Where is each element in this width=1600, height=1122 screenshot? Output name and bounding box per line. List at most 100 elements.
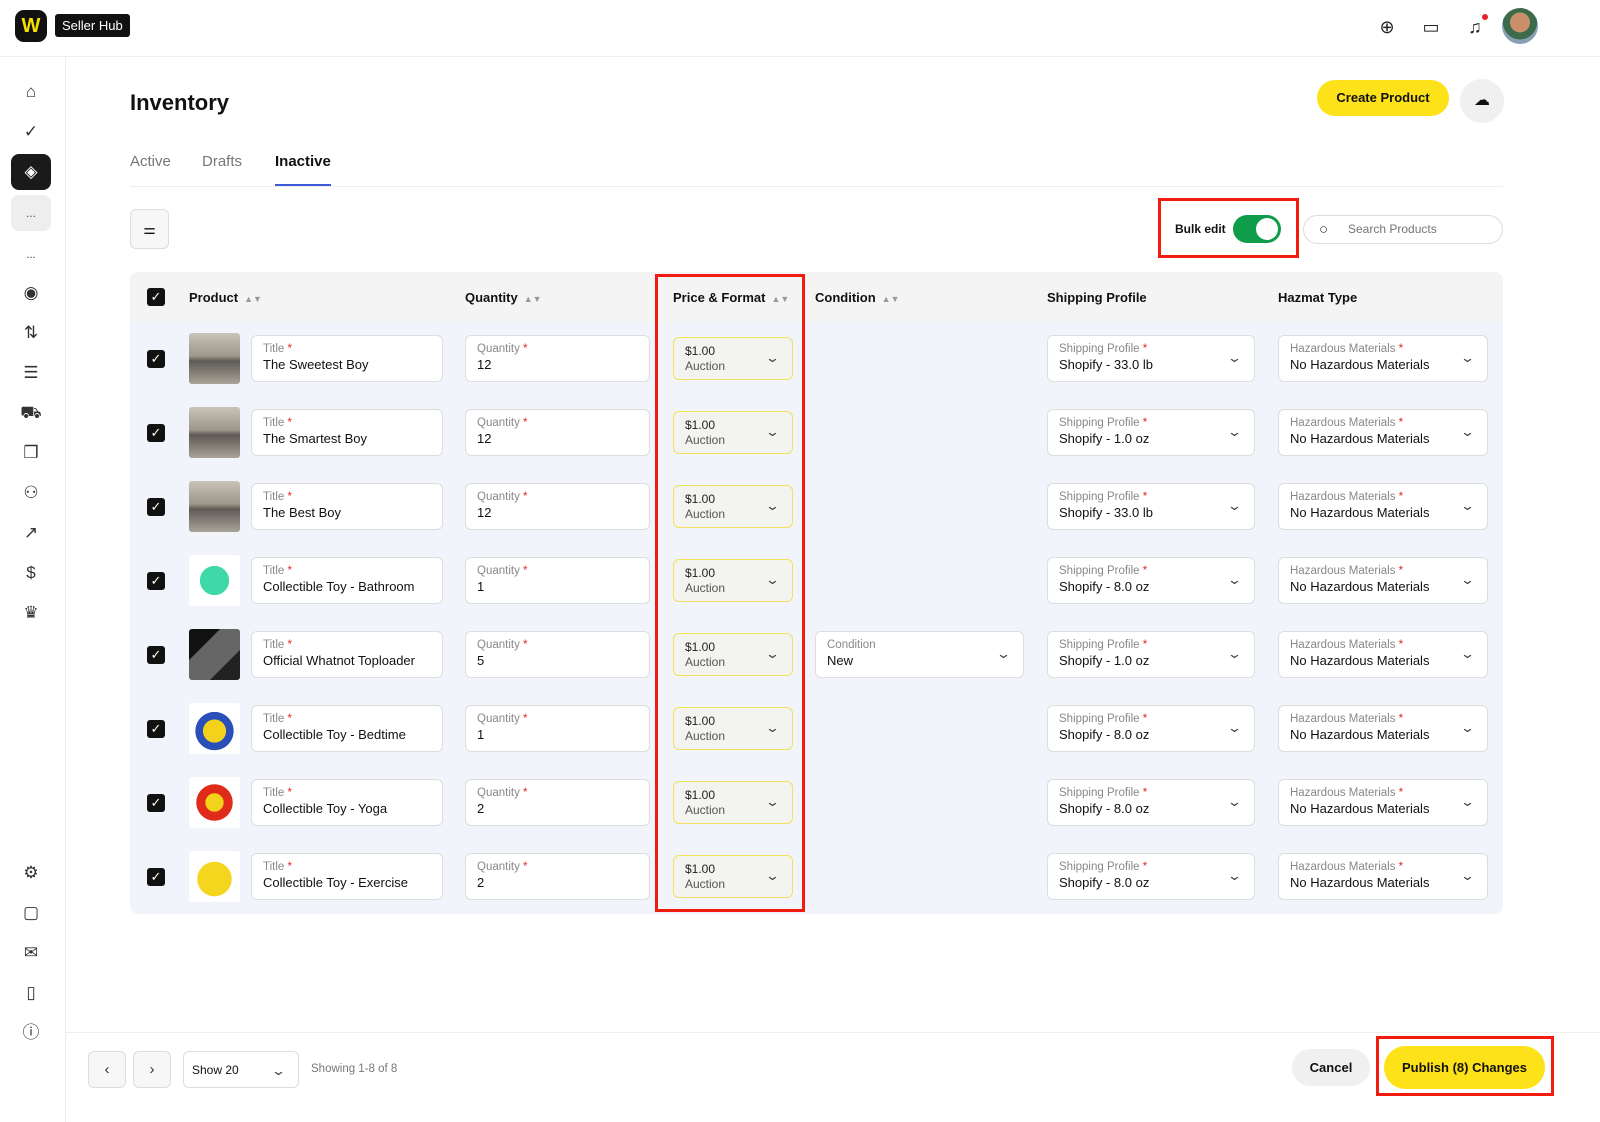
tab-active[interactable]: Active — [130, 153, 171, 170]
quantity-input[interactable]: Quantity * 1 — [465, 557, 650, 604]
quantity-input[interactable]: Quantity * 2 — [465, 853, 650, 900]
users-icon[interactable]: ⚇ — [23, 483, 39, 502]
quantity-input[interactable]: Quantity * 12 — [465, 409, 650, 456]
message-icon[interactable]: ▭ — [1422, 17, 1440, 37]
price-format-select[interactable]: $1.00 Auction ⌄ — [673, 559, 793, 602]
chevron-down-icon: ⌄ — [1226, 646, 1243, 661]
prev-page-button[interactable]: ‹ — [88, 1051, 126, 1088]
table-row: ✓ Title * Collectible Toy - Bedtime Quant… — [130, 692, 1503, 766]
search-box[interactable]: ○ — [1303, 215, 1503, 244]
price-format-select[interactable]: $1.00 Auction ⌄ — [673, 485, 793, 528]
hazmat-select[interactable]: Hazardous Materials * No Hazardous Materi… — [1278, 335, 1488, 382]
quantity-input[interactable]: Quantity * 12 — [465, 483, 650, 530]
filter-sliders-icon[interactable]: ⚌ — [130, 209, 169, 249]
price-format-select[interactable]: $1.00 Auction ⌄ — [673, 633, 793, 676]
truck-icon[interactable]: ⛟ — [20, 403, 42, 422]
price-format-select[interactable]: $1.00 Auction ⌄ — [673, 855, 793, 898]
bell-icon[interactable]: ♫ — [1468, 17, 1482, 37]
avatar[interactable] — [1502, 8, 1538, 44]
shipping-profile-select[interactable]: Shipping Profile * Shopify - 8.0 oz ⌄ — [1047, 705, 1255, 752]
condition-select[interactable]: Condition New ⌄ — [815, 631, 1024, 678]
header-quantity[interactable]: Quantity ▲▼ — [465, 290, 542, 305]
more-icon[interactable]: ... — [11, 195, 51, 231]
row-checkbox[interactable]: ✓ — [147, 572, 165, 590]
bulk-edit-toggle[interactable] — [1233, 215, 1281, 243]
shipping-profile-select[interactable]: Shipping Profile * Shopify - 1.0 oz ⌄ — [1047, 409, 1255, 456]
gear-icon[interactable]: ⚙ — [23, 863, 39, 882]
table-row: ✓ Title * The Smartest Boy Quantity * 12 $… — [130, 396, 1503, 470]
sort-icon: ▲▼ — [881, 294, 900, 304]
title-input[interactable]: Title * Collectible Toy - Bathroom — [251, 557, 443, 604]
header-product[interactable]: Product ▲▼ — [189, 290, 262, 305]
price-format-select[interactable]: $1.00 Auction ⌄ — [673, 781, 793, 824]
chat-icon[interactable]: ▢ — [22, 903, 40, 922]
arrows-icon[interactable]: ⇅ — [23, 323, 39, 342]
row-checkbox[interactable]: ✓ — [147, 794, 165, 812]
product-thumbnail — [189, 555, 240, 606]
cancel-button[interactable]: Cancel — [1292, 1049, 1370, 1086]
title-input[interactable]: Title * Collectible Toy - Exercise — [251, 853, 443, 900]
hazmat-select[interactable]: Hazardous Materials * No Hazardous Materi… — [1278, 483, 1488, 530]
header-condition[interactable]: Condition ▲▼ — [815, 290, 900, 305]
dots-icon[interactable]: ... — [26, 249, 36, 261]
quantity-input[interactable]: Quantity * 5 — [465, 631, 650, 678]
home-icon[interactable]: ⌂ — [25, 82, 37, 101]
hazmat-select[interactable]: Hazardous Materials * No Hazardous Materi… — [1278, 705, 1488, 752]
shipping-profile-select[interactable]: Shipping Profile * Shopify - 8.0 oz ⌄ — [1047, 557, 1255, 604]
plus-circle-icon[interactable]: ⊕ — [1379, 17, 1395, 37]
upload-cloud-icon[interactable]: ☁ — [1460, 79, 1504, 123]
page-size-select[interactable]: Show 20 ⌄ — [183, 1051, 299, 1088]
row-checkbox[interactable]: ✓ — [147, 350, 165, 368]
hazmat-select[interactable]: Hazardous Materials * No Hazardous Materi… — [1278, 557, 1488, 604]
info-icon[interactable]: ⓘ — [22, 1023, 40, 1042]
receipt-icon[interactable]: ☰ — [23, 363, 39, 382]
select-all-checkbox[interactable]: ✓ — [147, 288, 165, 306]
quantity-input[interactable]: Quantity * 2 — [465, 779, 650, 826]
chart-icon[interactable]: ↗ — [23, 523, 39, 542]
shield-check-icon[interactable]: ✓ — [23, 122, 39, 141]
shipping-profile-select[interactable]: Shipping Profile * Shopify - 1.0 oz ⌄ — [1047, 631, 1255, 678]
tab-drafts[interactable]: Drafts — [202, 153, 243, 170]
title-input[interactable]: Title * Official Whatnot Toploader — [251, 631, 443, 678]
chevron-down-icon: ⌄ — [995, 646, 1012, 661]
price-format-select[interactable]: $1.00 Auction ⌄ — [673, 707, 793, 750]
shipping-profile-select[interactable]: Shipping Profile * Shopify - 8.0 oz ⌄ — [1047, 853, 1255, 900]
row-checkbox[interactable]: ✓ — [147, 424, 165, 442]
sidebar: ⌂ ✓ ◈ ... ... ◉ ⇅ ☰ ⛟ ❒ ⚇ ↗ $ ♛ ⚙ ▢ ✉ ▯ … — [0, 57, 66, 1122]
price-format-select[interactable]: $1.00 Auction ⌄ — [673, 411, 793, 454]
hazmat-select[interactable]: Hazardous Materials * No Hazardous Materi… — [1278, 409, 1488, 456]
next-page-button[interactable]: › — [133, 1051, 171, 1088]
price-format-select[interactable]: $1.00 Auction ⌄ — [673, 337, 793, 380]
dollar-icon[interactable]: $ — [26, 563, 36, 582]
quantity-input[interactable]: Quantity * 1 — [465, 705, 650, 752]
hazmat-select[interactable]: Hazardous Materials * No Hazardous Materi… — [1278, 779, 1488, 826]
gauge-icon[interactable]: ◉ — [23, 283, 39, 302]
tab-inactive[interactable]: Inactive — [275, 153, 331, 186]
box-icon[interactable]: ❒ — [23, 443, 39, 462]
search-input[interactable] — [1348, 222, 1488, 236]
row-checkbox[interactable]: ✓ — [147, 868, 165, 886]
shipping-profile-select[interactable]: Shipping Profile * Shopify - 33.0 lb ⌄ — [1047, 335, 1255, 382]
title-input[interactable]: Title * The Smartest Boy — [251, 409, 443, 456]
tag-icon[interactable]: ◈ — [11, 154, 51, 190]
crown-icon[interactable]: ♛ — [23, 603, 39, 622]
book-icon[interactable]: ▯ — [26, 983, 36, 1002]
mail-icon[interactable]: ✉ — [23, 943, 39, 962]
title-input[interactable]: Title * The Best Boy — [251, 483, 443, 530]
shipping-profile-select[interactable]: Shipping Profile * Shopify - 33.0 lb ⌄ — [1047, 483, 1255, 530]
quantity-input[interactable]: Quantity * 12 — [465, 335, 650, 382]
row-checkbox[interactable]: ✓ — [147, 498, 165, 516]
title-input[interactable]: Title * Collectible Toy - Bedtime — [251, 705, 443, 752]
shipping-profile-select[interactable]: Shipping Profile * Shopify - 8.0 oz ⌄ — [1047, 779, 1255, 826]
row-checkbox[interactable]: ✓ — [147, 646, 165, 664]
title-input[interactable]: Title * The Sweetest Boy — [251, 335, 443, 382]
hazmat-select[interactable]: Hazardous Materials * No Hazardous Materi… — [1278, 631, 1488, 678]
header-price[interactable]: Price & Format ▲▼ — [673, 290, 790, 305]
tabs: Active Drafts Inactive — [130, 150, 1503, 187]
whatnot-logo[interactable]: W — [15, 10, 47, 42]
hazmat-select[interactable]: Hazardous Materials * No Hazardous Materi… — [1278, 853, 1488, 900]
create-product-button[interactable]: Create Product — [1317, 80, 1449, 116]
publish-changes-button[interactable]: Publish (8) Changes — [1384, 1046, 1545, 1089]
title-input[interactable]: Title * Collectible Toy - Yoga — [251, 779, 443, 826]
row-checkbox[interactable]: ✓ — [147, 720, 165, 738]
